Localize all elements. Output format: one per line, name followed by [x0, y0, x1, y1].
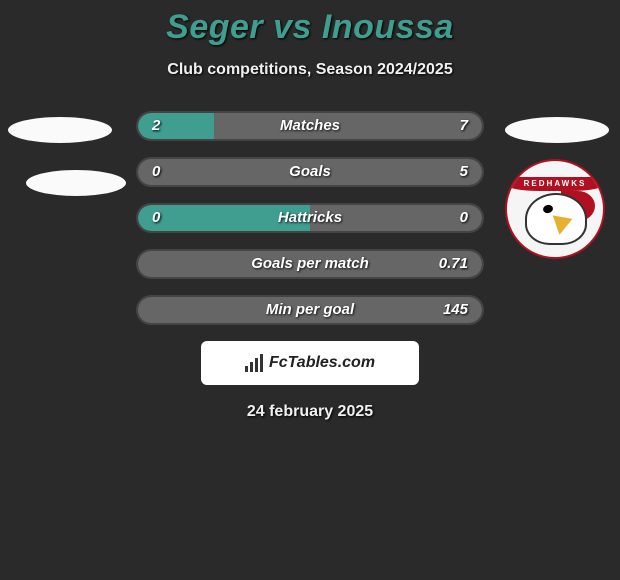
comparison-widget: Seger vs Inoussa Club competitions, Seas…: [0, 0, 620, 421]
stat-row: 05Goals: [136, 157, 484, 187]
redhawks-banner: REDHAWKS: [505, 177, 605, 191]
left-team-logos: [8, 111, 113, 196]
fctables-link[interactable]: FcTables.com: [201, 341, 419, 385]
right-logo-placeholder-1: [505, 117, 609, 143]
stat-row: 0.71Goals per match: [136, 249, 484, 279]
stat-label: Goals: [138, 159, 482, 185]
left-logo-placeholder-1: [8, 117, 112, 143]
bar-chart-icon: [245, 354, 263, 372]
stat-row: 145Min per goal: [136, 295, 484, 325]
page-title: Seger vs Inoussa: [0, 8, 620, 47]
right-team-logos: REDHAWKS: [505, 111, 610, 259]
stat-label: Hattricks: [138, 205, 482, 231]
stat-row: 27Matches: [136, 111, 484, 141]
redhawks-beak: [550, 215, 573, 236]
subtitle: Club competitions, Season 2024/2025: [0, 61, 620, 79]
stat-label: Goals per match: [138, 251, 482, 277]
redhawks-logo: REDHAWKS: [505, 159, 605, 259]
fctables-label: FcTables.com: [269, 354, 375, 372]
date-label: 24 february 2025: [0, 403, 620, 421]
stats-area: REDHAWKS 27Matches 05Goals 00Hattricks 0.71…: [0, 111, 620, 421]
stat-label: Min per goal: [138, 297, 482, 323]
stat-bars: 27Matches 05Goals 00Hattricks 0.71Goals per…: [136, 111, 484, 325]
left-logo-placeholder-2: [26, 170, 126, 196]
stat-label: Matches: [138, 113, 482, 139]
stat-row: 00Hattricks: [136, 203, 484, 233]
